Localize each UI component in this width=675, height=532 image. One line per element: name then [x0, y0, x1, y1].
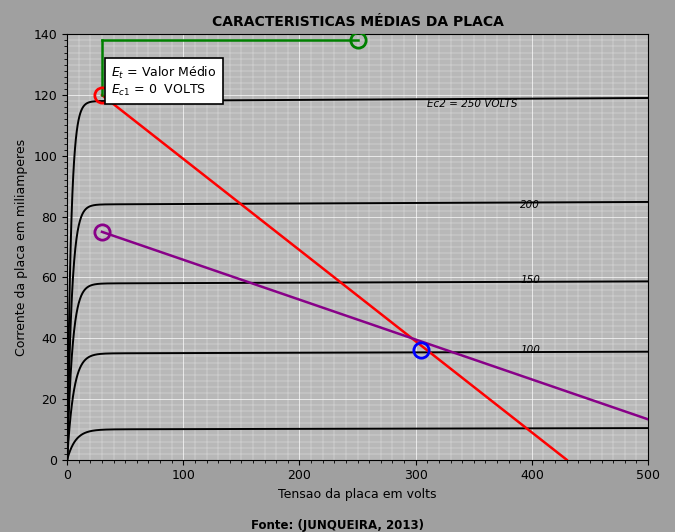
Y-axis label: Corrente da placa em miliamperes: Corrente da placa em miliamperes	[15, 138, 28, 355]
Text: 150: 150	[520, 276, 540, 286]
Text: Fonte: (JUNQUEIRA, 2013): Fonte: (JUNQUEIRA, 2013)	[251, 519, 424, 532]
Text: 100: 100	[520, 345, 540, 355]
Text: 200: 200	[520, 200, 540, 210]
Text: Ec2 = 250 VOLTS: Ec2 = 250 VOLTS	[427, 99, 518, 109]
Text: $\mathit{E_t}$ = Valor Médio
$\mathit{E_{c1}}$ = 0  VOLTS: $\mathit{E_t}$ = Valor Médio $\mathit{E_…	[111, 65, 217, 98]
Title: CARACTERISTICAS MÉDIAS DA PLACA: CARACTERISTICAS MÉDIAS DA PLACA	[212, 15, 504, 29]
X-axis label: Tensao da placa em volts: Tensao da placa em volts	[278, 488, 437, 501]
